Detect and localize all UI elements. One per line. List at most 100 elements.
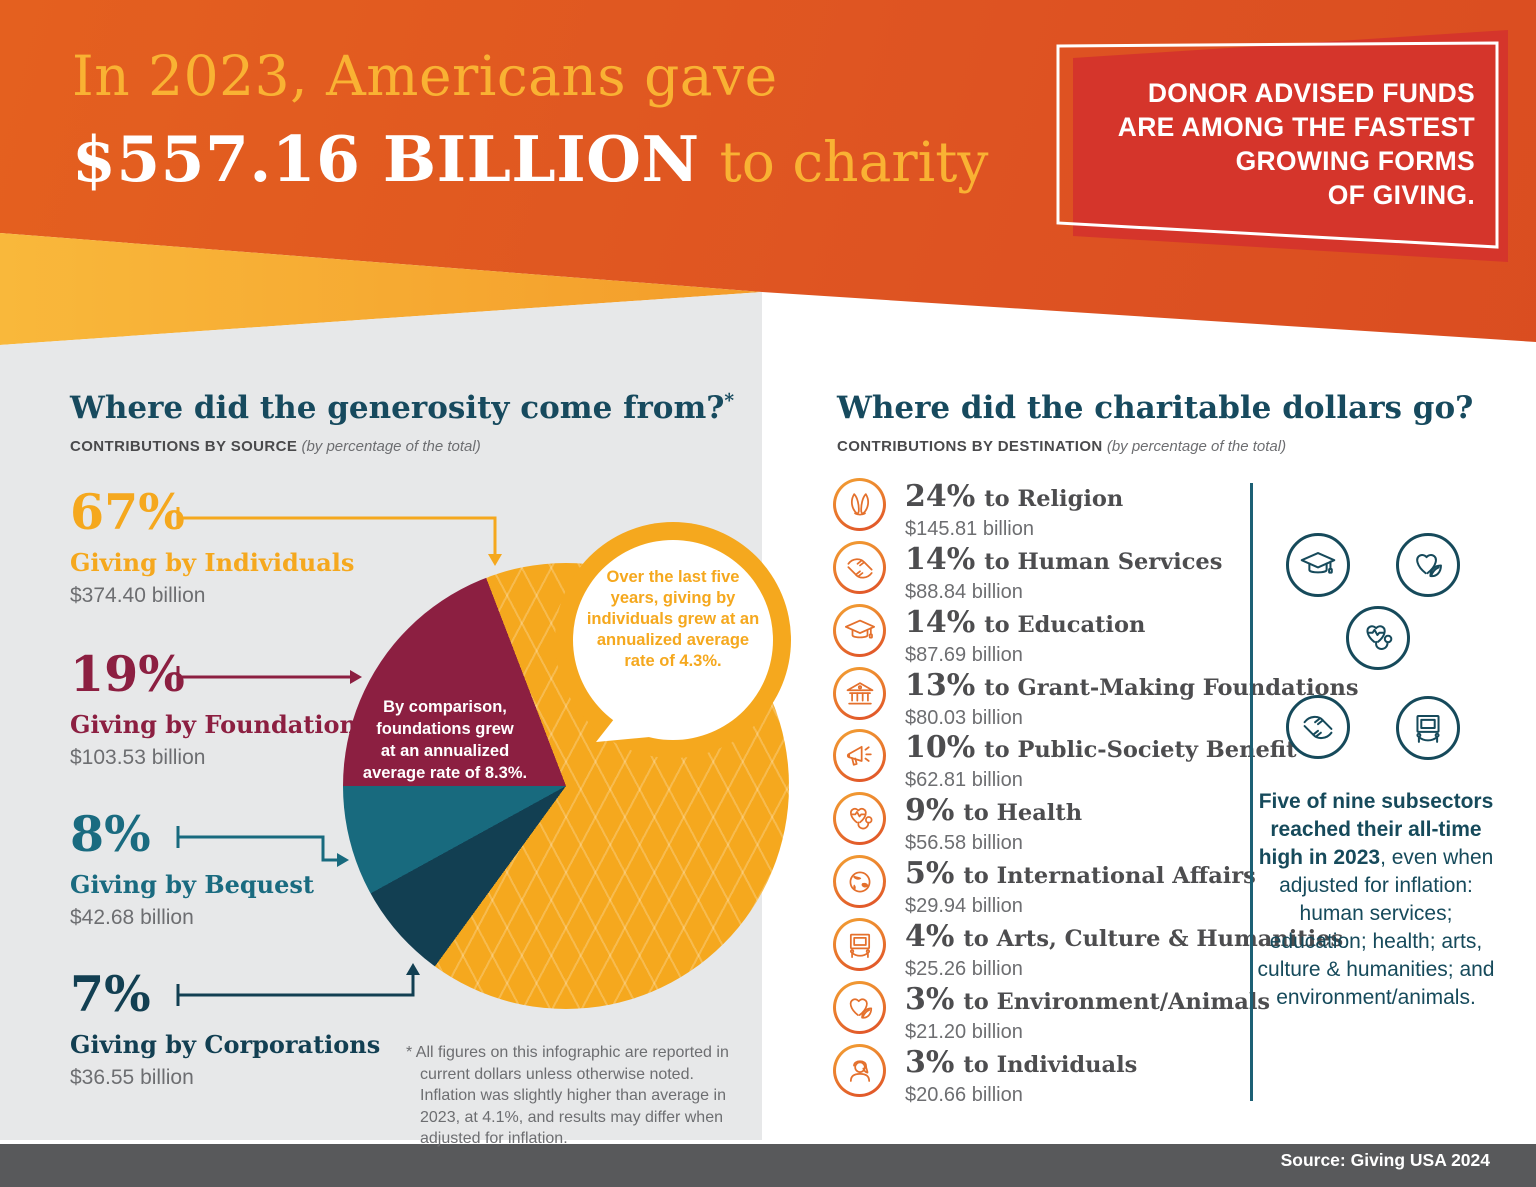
arrow-foundations [350, 670, 362, 684]
dest-amount: $88.84 billion [905, 581, 1023, 603]
dav-badge-line: DONOR ADVISED FUNDS [1147, 78, 1475, 108]
dest-pct: 13% [905, 668, 976, 703]
destination-row-health: 9% to Health $56.58 billion [833, 792, 1082, 855]
dest-amount: $29.94 billion [905, 895, 1023, 917]
arrow-corporations [406, 963, 420, 975]
dest-label: to Environment/Animals [963, 989, 1271, 1015]
pie-callout-individuals: Over the last five years, giving by indi… [586, 568, 760, 670]
stethoscope-heart-icon [833, 792, 886, 845]
dav-badge-line: OF GIVING. [1327, 180, 1475, 210]
source-pct: 19% [70, 645, 185, 703]
human-services-hands-icon [1286, 695, 1350, 759]
education-cap-icon [1286, 533, 1350, 597]
dest-pct: 9% [905, 793, 955, 828]
source-label: Giving by Foundations [70, 710, 371, 739]
dest-label: to Health [963, 800, 1083, 826]
dav-badge-line: GROWING FORMS [1235, 146, 1475, 176]
dest-pct: 14% [905, 542, 976, 577]
bank-icon [833, 667, 886, 720]
destination-row-education: 14% to Education $87.69 billion [833, 604, 1145, 667]
destination-row-foundations: 13% to Grant-Making Foundations $80.03 bi… [833, 667, 1359, 730]
source-credit: Source: Giving USA 2024 [1280, 1150, 1490, 1170]
destination-section-title: Where did the charitable dollars go? [837, 390, 1474, 426]
destination-row-individuals: 3% to Individuals $20.66 billion [833, 1044, 1137, 1107]
dav-badge-shape [1056, 30, 1508, 262]
destination-section-subtitle: CONTRIBUTIONS BY DESTINATION (by percent… [837, 438, 1287, 455]
globe-icon [833, 855, 886, 908]
headline: In 2023, Americans gave $557.16 BILLION … [72, 44, 988, 196]
dest-pct: 5% [905, 856, 955, 891]
destination-row-religion: 24% to Religion $145.81 billion [833, 478, 1123, 541]
dest-amount: $25.26 billion [905, 958, 1023, 980]
vertical-divider [1250, 483, 1253, 1101]
sidebar-highlight-text: Five of nine subsectors reached their al… [1256, 788, 1496, 1012]
dest-amount: $56.58 billion [905, 832, 1023, 854]
megaphone-icon [833, 729, 886, 782]
source-item-corporations: 7% Giving by Corporations $36.55 billion [70, 970, 400, 1090]
sidebar-highlight-bold: Five of nine subsectors reached their al… [1258, 790, 1494, 869]
source-label: Giving by Bequest [70, 870, 314, 899]
dest-pct: 24% [905, 479, 976, 514]
footer-bar [0, 1144, 1536, 1187]
environment-heart-leaf-icon [1396, 533, 1460, 597]
dest-label: to Education [984, 612, 1146, 638]
pie-callout-foundations: By comparison, foundations grew at an an… [362, 698, 528, 782]
dav-badge-line: ARE AMONG THE FASTEST [1117, 112, 1475, 142]
dest-amount: $87.69 billion [905, 644, 1023, 666]
helping-hands-icon [833, 541, 886, 594]
dest-pct: 14% [905, 605, 976, 640]
dest-amount: $20.66 billion [905, 1084, 1023, 1106]
dest-label: to Individuals [963, 1052, 1138, 1078]
source-section-title: Where did the generosity come from?* [70, 390, 735, 426]
source-pct: 8% [70, 805, 151, 863]
destination-row-environment: 3% to Environment/Animals $21.20 billion [833, 981, 1270, 1044]
destination-row-international: 5% to International Affairs $29.94 billio… [833, 855, 1256, 918]
dest-pct: 4% [905, 919, 955, 954]
heart-leaf-icon [833, 981, 886, 1034]
source-label: Giving by Individuals [70, 548, 355, 577]
arts-frame-icon [1396, 696, 1460, 760]
source-amount: $36.55 billion [70, 1066, 194, 1089]
person-icon [833, 1044, 886, 1097]
dest-label: to Human Services [984, 549, 1223, 575]
source-pct: 67% [70, 483, 185, 541]
destination-row-public-society: 10% to Public-Society Benefit $62.81 bill… [833, 729, 1297, 792]
dav-badge-text: DONOR ADVISED FUNDS ARE AMONG THE FASTES… [1095, 76, 1475, 212]
source-item-individuals: 67% Giving by Individuals $374.40 billio… [70, 488, 400, 608]
footnote-marker: * [724, 390, 735, 412]
source-section-subtitle: CONTRIBUTIONS BY SOURCE (by percentage o… [70, 438, 481, 455]
destination-row-arts: 4% to Arts, Culture & Humanities $25.26 b… [833, 918, 1343, 981]
dest-pct: 3% [905, 1045, 955, 1080]
graduation-cap-icon [833, 604, 886, 657]
dest-amount: $80.03 billion [905, 707, 1023, 729]
source-pct: 7% [70, 965, 151, 1023]
pie-chart [343, 563, 789, 1009]
dest-amount: $62.81 billion [905, 769, 1023, 791]
dest-amount: $21.20 billion [905, 1021, 1023, 1043]
dest-label: to Religion [984, 486, 1124, 512]
source-item-bequest: 8% Giving by Bequest $42.68 billion [70, 810, 400, 930]
destination-row-human-services: 14% to Human Services $88.84 billion [833, 541, 1222, 604]
headline-amount: $557.16 BILLION [72, 122, 700, 196]
dest-pct: 10% [905, 730, 976, 765]
source-label: Giving by Corporations [70, 1030, 381, 1059]
praying-hands-icon [833, 478, 886, 531]
source-amount: $42.68 billion [70, 906, 194, 929]
arrow-bequest [337, 853, 349, 867]
sidebar-highlight-rest: , even when adjusted for inflation: huma… [1257, 846, 1495, 1009]
dest-label: to Public-Society Benefit [984, 737, 1297, 763]
health-stethoscope-icon [1346, 606, 1410, 670]
pie-callout-bubble [573, 540, 773, 740]
source-amount: $374.40 billion [70, 584, 206, 607]
art-frame-icon [833, 918, 886, 971]
source-amount: $103.53 billion [70, 746, 206, 769]
headline-tail: to charity [719, 130, 989, 194]
dest-label: to International Affairs [963, 863, 1256, 889]
dest-amount: $145.81 billion [905, 518, 1034, 540]
dest-label: to Grant-Making Foundations [984, 675, 1359, 701]
dest-pct: 3% [905, 982, 955, 1017]
headline-line1: In 2023, Americans gave [72, 44, 778, 108]
dest-label: to Arts, Culture & Humanities [963, 926, 1344, 952]
